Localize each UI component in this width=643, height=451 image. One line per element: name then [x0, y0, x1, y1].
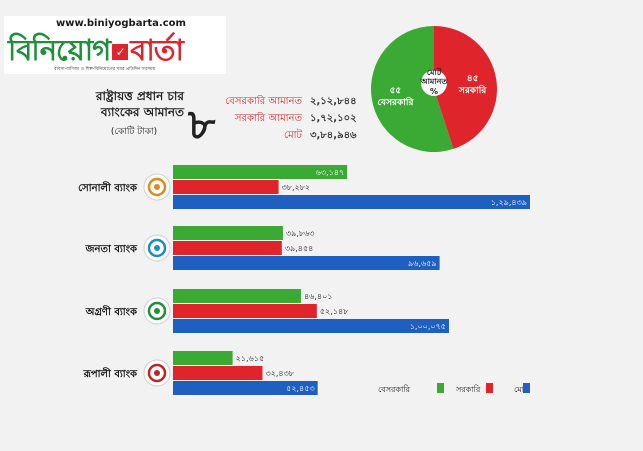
big-number: ৮ [188, 100, 216, 149]
bank-emblem-ring [147, 301, 167, 321]
bank-emblem-dot [154, 184, 160, 190]
summary-label: বেসরকারি আমানত [225, 96, 302, 107]
pie-slice-label: সরকারি [458, 84, 487, 96]
bank-label: রূপালী ব্যাংক [83, 366, 138, 380]
bar-value-label: ৩৯,৮৬৩ [286, 229, 315, 238]
chart-title-line2: ব্যাংকের আমানত [100, 105, 184, 119]
legend-swatch [437, 383, 444, 393]
bar-value-label: ৫২,৪৫৩ [286, 384, 315, 393]
bar-value-label: ১,২৯,৪৩৯ [491, 198, 527, 207]
bar-value-label: ৫২,১৪৮ [320, 307, 349, 316]
bank-emblem-ring [147, 238, 167, 258]
bar-value-label: ৯৬,৬৫৯ [408, 259, 437, 268]
chart-unit: (কোটি টাকা) [110, 127, 158, 137]
legend-label: সরকারি [455, 385, 481, 394]
bar-value-label: ৩৮,২৮২ [282, 183, 311, 192]
bar [173, 165, 348, 179]
pie-center-label: % [430, 87, 438, 96]
chart-title-line1: রাষ্ট্রায়ত্ত প্রধান চার [95, 89, 184, 103]
pie-slice-label: বেসরকারি [377, 96, 414, 108]
bank-emblem-ring [147, 177, 167, 197]
pie-slice-value: ৫৫ [390, 86, 402, 96]
bar [173, 241, 282, 255]
bar [173, 226, 283, 240]
logo-url: www.biniyogbarta.com [56, 18, 186, 29]
bank-emblem-dot [154, 308, 160, 314]
bar [173, 366, 263, 380]
summary-value: ৩,৮৪,৯৪৬ [310, 130, 357, 141]
summary-label: মোট [284, 130, 302, 141]
bar [173, 256, 440, 270]
bar-value-label: ২১,৬১৫ [236, 354, 265, 363]
logo-wordmark: বিনিয়োগ ✓ বার্তা [8, 28, 184, 77]
bank-label: অগ্রণী ব্যাংক [85, 304, 138, 318]
bar [173, 351, 233, 365]
bar-value-label: ৩২,৪৩৮ [265, 369, 294, 378]
logo-name-part1: বিনিয়োগ [8, 33, 111, 67]
bar [173, 289, 301, 303]
pie-slice [371, 26, 454, 153]
summary-row: বেসরকারি আমানত ২,১২,৮৪৪ [222, 94, 382, 111]
logo: www.biniyogbarta.com বিনিয়োগ ✓ বার্তা ব্য… [4, 16, 226, 74]
summary-row: সরকারি আমানত ১,৭২,১০২ [222, 111, 382, 128]
bank-label: সোনালী ব্যাংক [78, 180, 138, 194]
summary-value: ১,৭২,১০২ [310, 113, 357, 124]
pie-center-label: আমানত [420, 77, 449, 86]
logo-tagline: ব্যবসা-বাণিজ্য ও শিল্প-বিনিয়োগের খবর প্… [54, 67, 156, 72]
bar [173, 304, 317, 318]
legend-label: বেসরকারি [378, 385, 411, 394]
legend-label: মোট [514, 384, 529, 394]
legend-swatch [486, 383, 493, 393]
summary-row: মোট ৩,৮৪,৯৪৬ [222, 128, 382, 145]
bar-value-label: ৪৬,৪০১ [304, 292, 333, 301]
pie-center-badge [421, 70, 447, 96]
chart-heading: রাষ্ট্রায়ত্ত প্রধান চার ব্যাংকের আমানত … [84, 88, 184, 140]
summary-label: সরকারি আমানত [234, 113, 302, 124]
logo-name-part2: বার্তা [130, 33, 184, 67]
check-icon: ✓ [112, 44, 129, 60]
legend-swatch [523, 383, 530, 393]
summary-value: ২,১২,৮৪৪ [310, 96, 357, 107]
bank-emblem-ring [147, 363, 167, 383]
bar [173, 195, 530, 209]
bar-value-label: ৩৯,৪৫৪ [285, 244, 314, 253]
bank-label: জনতা ব্যাংক [85, 244, 138, 255]
bar [173, 180, 279, 194]
bar-value-label: ১,০০,০৭৫ [410, 322, 446, 331]
bar [173, 319, 450, 333]
bar-value-label: ৬৩,১৪৭ [316, 168, 345, 177]
bank-emblem-dot [154, 370, 160, 376]
pie-center-label: মোট [427, 66, 442, 77]
pie-slice [434, 26, 498, 149]
summary-table: বেসরকারি আমানত ২,১২,৮৪৪ সরকারি আমানত ১,৭… [222, 94, 382, 145]
bank-emblem-dot [154, 245, 160, 251]
bar [173, 381, 318, 395]
pie-slice-value: ৪৫ [467, 74, 479, 84]
